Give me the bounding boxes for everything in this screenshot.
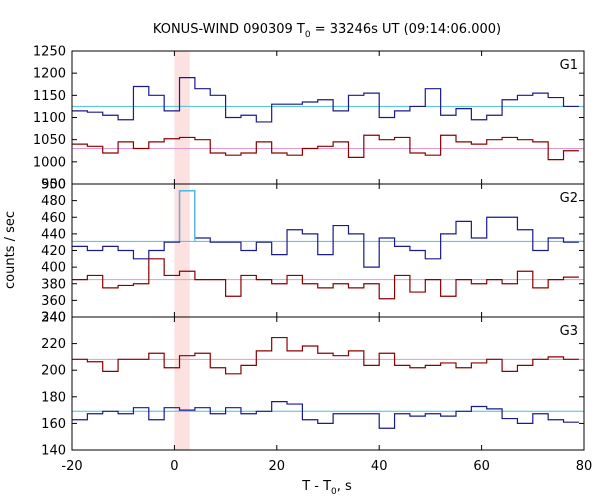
panel-label-G1: G1: [560, 58, 578, 73]
series-G1-0: [72, 77, 579, 123]
series-G3-0: [72, 401, 579, 429]
plot-area: 950100010501100115012001250G134036038040…: [33, 45, 592, 475]
y-axis-label: counts / sec: [3, 211, 18, 289]
x-tick-label: 80: [576, 459, 593, 474]
y-tick-label-G1: 1150: [33, 89, 66, 104]
y-tick-label-G2: 480: [41, 194, 66, 209]
y-tick-label-G1: 1250: [33, 45, 66, 60]
x-tick-label: 20: [269, 459, 286, 474]
x-axis-label: T - T0, s: [301, 479, 352, 497]
y-tick-label-G3: 240: [41, 311, 66, 326]
y-tick-label-G2: 400: [41, 261, 66, 276]
y-tick-label-G3: 220: [41, 337, 66, 352]
y-tick-label-G1: 950: [41, 178, 66, 193]
y-tick-label-G2: 380: [41, 277, 66, 292]
panel-frame-G3: [71, 316, 585, 451]
y-tick-label-G1: 1000: [33, 155, 66, 170]
y-tick-label-G1: 1050: [33, 133, 66, 148]
panel-label-G3: G3: [560, 324, 578, 339]
y-tick-label-G1: 1200: [33, 67, 66, 82]
y-tick-label-G2: 340: [41, 311, 66, 326]
y-tick-label-G2: 360: [41, 294, 66, 309]
chart-title: KONUS-WIND 090309 T0 = 33246s UT (09:14:…: [153, 22, 501, 40]
x-tick-label: -20: [61, 459, 82, 474]
y-tick-label-G1: 1100: [33, 111, 66, 126]
series-G3-1: [72, 336, 579, 375]
y-tick-label-G2: 460: [41, 211, 66, 226]
series-G1-1: [72, 134, 579, 161]
y-tick-label-G3: 200: [41, 364, 66, 379]
y-tick-label-G2: 500: [41, 178, 66, 193]
peak-bin-G2: [178, 190, 196, 242]
panel-label-G2: G2: [560, 191, 578, 206]
series-G2-0: [72, 190, 579, 268]
y-tick-label-G3: 140: [41, 444, 66, 459]
y-tick-label-G3: 180: [41, 390, 66, 405]
series-G2-1: [72, 258, 579, 300]
y-tick-label-G3: 160: [41, 417, 66, 432]
x-tick-label: 40: [371, 459, 388, 474]
burst-interval-band: [174, 51, 190, 450]
x-tick-label: 60: [473, 459, 490, 474]
y-tick-label-G2: 440: [41, 227, 66, 242]
y-tick-label-G2: 420: [41, 244, 66, 259]
x-tick-label: 0: [170, 459, 178, 474]
panel-frame-G1: [71, 50, 585, 185]
